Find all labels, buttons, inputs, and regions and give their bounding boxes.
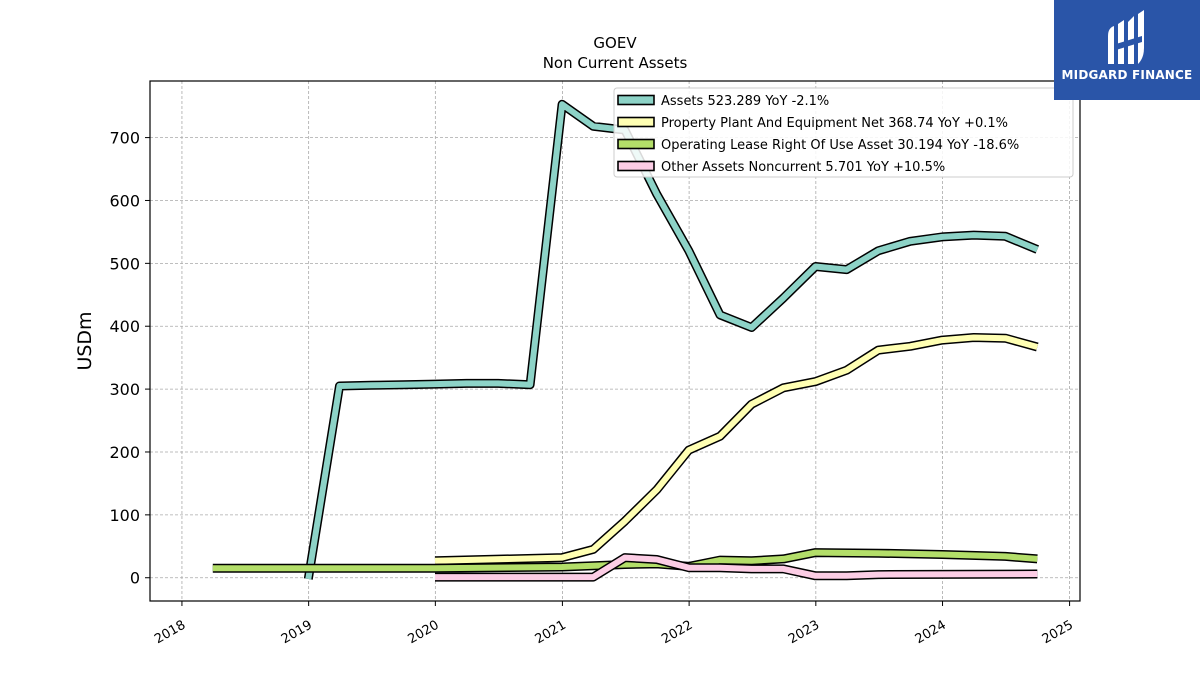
legend-entry: Assets 523.289 YoY -2.1% [661,94,829,109]
legend-entry: Operating Lease Right Of Use Asset 30.19… [661,138,1019,153]
y-tick-label: 500 [109,254,140,273]
chart-title: GOEV [593,34,637,52]
x-tick-label: 2025 [1040,618,1076,648]
series-property-plant-and-equipment-net [434,333,1039,566]
y-tick-label: 300 [109,380,140,399]
legend: Assets 523.289 YoY -2.1% Property Plant A… [613,87,1074,178]
midgard-logo-icon [1108,10,1144,64]
legend-swatch [617,116,655,128]
legend-entry: Property Plant And Equipment Net 368.74 … [661,116,1008,131]
brand-name: MIDGARD FINANCE [1061,68,1193,82]
series-assets [303,99,1040,580]
x-tick-label: 2018 [152,618,188,648]
series-layer [212,99,1040,582]
series-other-assets-noncurrent [435,553,1038,582]
y-tick-label: 700 [109,129,140,148]
x-tick-label: 2022 [659,618,695,648]
x-tick-label: 2024 [913,618,949,648]
legend-swatch [617,138,655,150]
y-axis-label: USDm [74,311,96,370]
series-line [212,549,1038,572]
y-tick-label: 200 [109,443,140,462]
x-tick-label: 2020 [406,618,442,648]
legend-box [613,87,1074,178]
series-line [435,554,1038,581]
x-tick-label: 2023 [786,618,822,648]
y-tick-label: 400 [109,317,140,336]
chart-subtitle: Non Current Assets [543,54,688,72]
legend-swatch [617,94,655,106]
legend-entry: Other Assets Noncurrent 5.701 YoY +10.5% [661,160,945,175]
x-tick-label: 2019 [279,618,315,648]
brand-logo: MIDGARD FINANCE [1054,0,1200,100]
plot-area-frame [149,80,1081,602]
legend-swatch [617,160,655,172]
series-line-outline [434,333,1039,566]
series-line [305,101,1039,580]
y-tick-label: 600 [109,191,140,210]
series-operating-lease-right-of-use-asset [212,548,1038,573]
series-line [434,334,1039,564]
y-tick-label: 0 [130,569,140,588]
y-tick-label: 100 [109,506,140,525]
x-tick-label: 2021 [533,618,569,648]
